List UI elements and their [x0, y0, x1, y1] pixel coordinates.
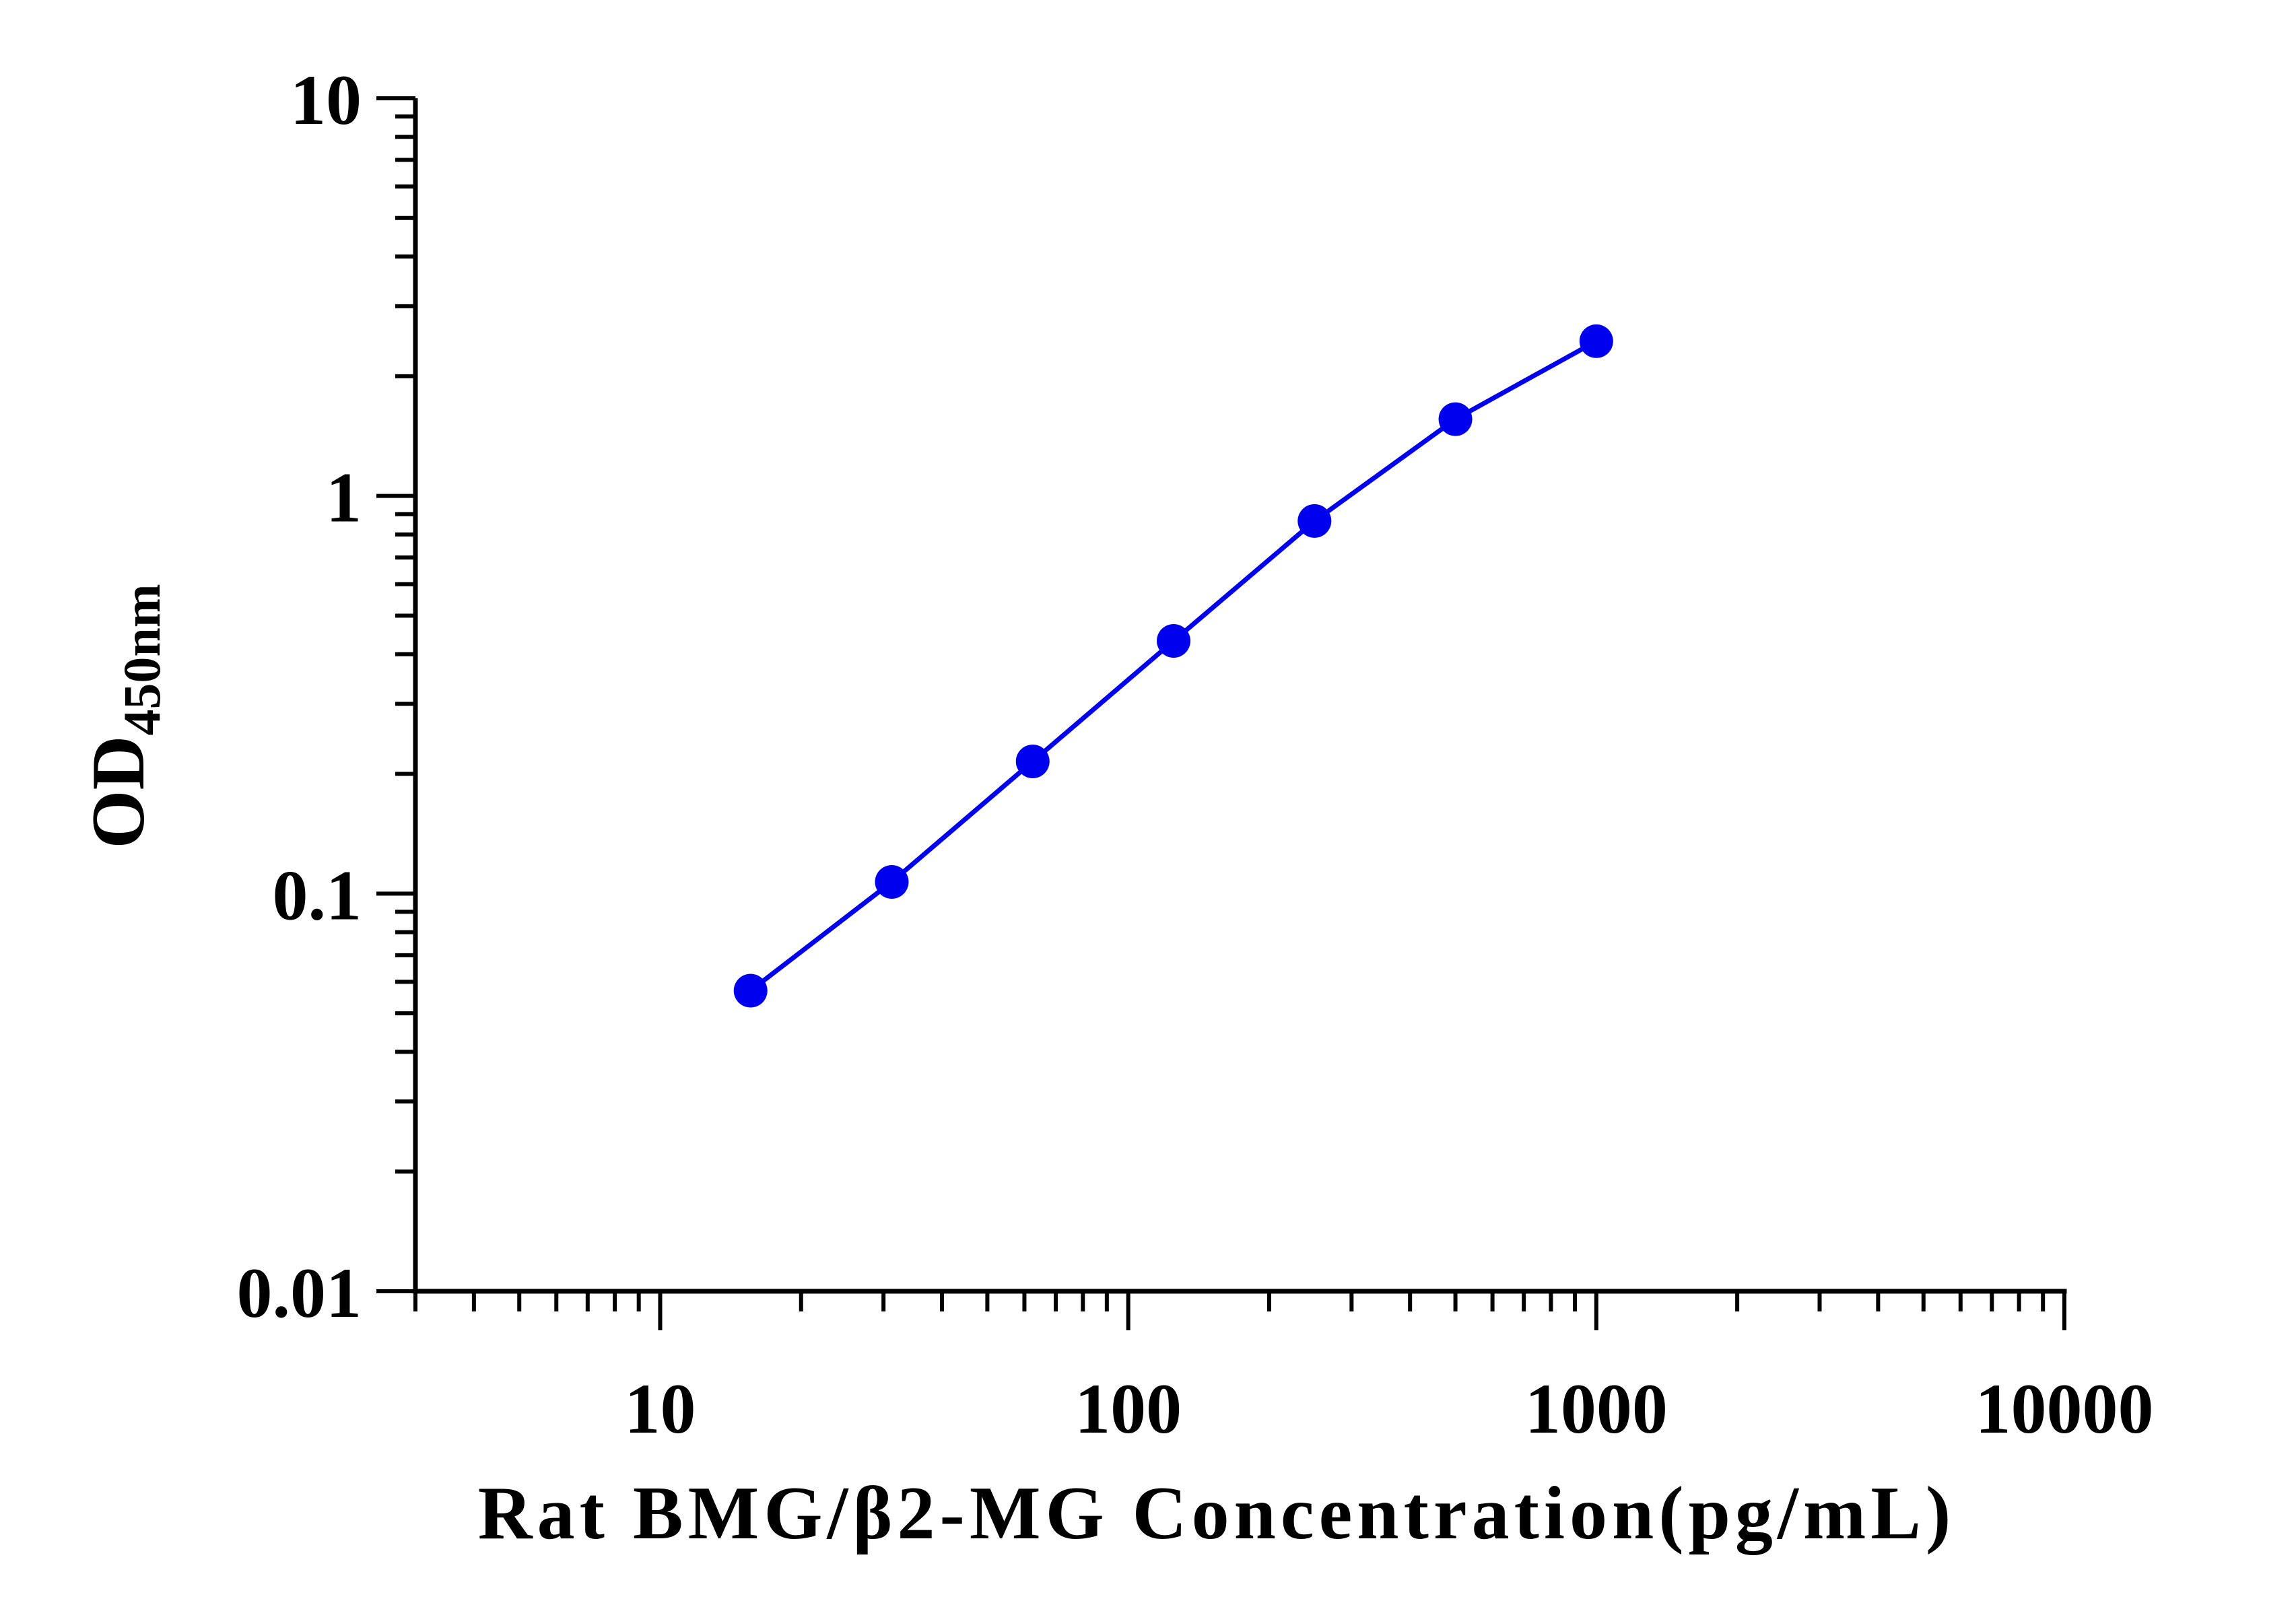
y-tick-label: 0.01: [237, 1254, 362, 1332]
data-point: [1438, 402, 1473, 436]
data-point: [875, 864, 909, 899]
x-tick-label: 10000: [1976, 1369, 2154, 1448]
y-tick-label: 10: [290, 61, 362, 139]
y-axis-title-subscript: 450nm: [112, 584, 171, 735]
x-tick-label: 100: [1075, 1369, 1182, 1448]
y-tick-label: 0.1: [273, 856, 362, 934]
axes: 0.01 0.1 1 10 10 100 1000 10000: [237, 61, 2154, 1448]
data-point: [733, 973, 768, 1008]
data-point: [1015, 744, 1050, 778]
x-tick-label: 10: [624, 1369, 696, 1448]
y-axis-title-main: OD: [77, 736, 160, 849]
y-tick-label: 1: [326, 458, 362, 537]
x-axis-title: Rat BMG/β2-MG Concentration(pg/mL): [478, 1472, 1956, 1555]
data-point: [1157, 623, 1191, 658]
series-line: [749, 339, 1598, 993]
data-point: [1297, 504, 1332, 538]
x-tick-label: 1000: [1525, 1369, 1668, 1448]
data-point: [1579, 324, 1613, 358]
y-axis-title: OD450nm: [77, 584, 171, 848]
data-series: [733, 324, 1613, 1008]
